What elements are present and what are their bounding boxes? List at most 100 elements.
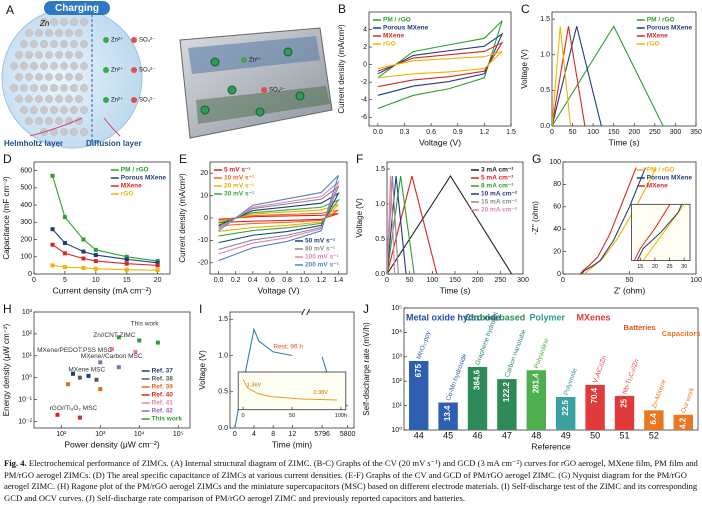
y-tick-label: -4: [361, 97, 367, 104]
legend-label: 15 mA cm⁻²: [481, 199, 518, 206]
data-point: [155, 340, 160, 345]
x-tick-label: 250: [649, 129, 661, 136]
device-sphere: [255, 107, 265, 117]
electrode-dot: [45, 117, 53, 125]
electrode-dot: [50, 40, 58, 48]
y-tick-label: 20: [200, 170, 208, 177]
x-tick-label: 10³: [95, 431, 106, 438]
group-label: MXenes: [577, 312, 611, 322]
bar: [585, 384, 605, 430]
y-tick-label: 1.5: [375, 166, 385, 173]
electrode-dot: [25, 51, 33, 59]
legend-label: rGO: [383, 41, 396, 48]
data-point: [81, 249, 86, 254]
y-tick-label: 0.0: [540, 123, 550, 130]
bar: [644, 410, 664, 430]
electrode-dot: [45, 95, 53, 103]
series-line: [52, 244, 158, 266]
electrode-dot: [35, 51, 43, 59]
data-point: [93, 247, 98, 252]
data-point: [133, 349, 138, 354]
x-axis-label: Reference: [531, 441, 570, 451]
series-line: [387, 175, 396, 274]
series-line: [218, 185, 340, 250]
x-tick-label: 49: [561, 430, 571, 440]
device-sphere: [210, 57, 220, 67]
electrode-dot: [45, 51, 53, 59]
x-tick-label: 30: [681, 264, 687, 270]
panel-letter: I: [199, 302, 202, 316]
data-point: [155, 263, 160, 268]
ion-ball: [241, 57, 247, 63]
legend-label: 80 mV s⁻¹: [305, 246, 335, 253]
series-line: [52, 228, 158, 264]
x-tick-label: 1.5: [506, 129, 516, 136]
data-point: [66, 382, 71, 387]
panel-letter: A: [6, 3, 14, 17]
electrode-dot: [65, 51, 73, 59]
ion-ball: [103, 37, 109, 43]
x-tick-label: 100: [690, 277, 702, 284]
x-tick-label: 0: [561, 277, 565, 284]
electrode-dot: [60, 18, 68, 26]
y-tick-label: -10: [198, 237, 208, 244]
legend-label: MXene: [383, 33, 404, 40]
legend-label: rGO: [647, 41, 660, 48]
annotation: MXene//Carbon MSC: [81, 353, 143, 360]
bar: [467, 366, 488, 430]
x-tick-label: 44: [414, 430, 424, 440]
legend-label: PM / rGO: [647, 17, 675, 24]
electrode-dot: [70, 106, 78, 114]
bar: [438, 402, 458, 430]
data-point: [124, 267, 129, 272]
electrode-dot: [10, 84, 18, 92]
legend-label: MXene: [647, 33, 668, 40]
bar: [673, 414, 694, 430]
x-tick-label: 46: [472, 430, 482, 440]
x-tick-label: 200: [472, 277, 484, 284]
x-axis-label: Current density (mA cm⁻²): [53, 285, 152, 295]
legend-label: 50 mV s⁻¹: [305, 238, 335, 245]
x-tick-label: 10: [92, 277, 100, 284]
electrode-dot: [45, 29, 53, 37]
x-tick-label: 100: [426, 277, 438, 284]
x-axis-label: Time (s): [440, 285, 471, 295]
annotation: 0.98V: [314, 390, 329, 396]
electrode-dot: [70, 62, 78, 70]
electrode-dot: [50, 18, 58, 26]
x-tick-label: 0: [242, 413, 245, 419]
figure: Charging A Zn Helmholtz layer Diffusion …: [1, 1, 702, 451]
plot-frame: [33, 161, 171, 275]
data-point: [81, 256, 86, 261]
electrode-dot: [60, 62, 68, 70]
group-label: Polymer: [529, 312, 565, 322]
electrode-dot: [50, 106, 58, 114]
electrode-dot: [55, 95, 63, 103]
y-tick-label: 10⁻²: [18, 418, 32, 425]
y-tick-label: -6: [361, 114, 367, 121]
data-point: [62, 240, 67, 245]
y-tick-label: 1.5: [540, 16, 550, 23]
x-tick-label: 5800: [340, 431, 356, 438]
y-axis-label: Current density (mA/cm²): [337, 24, 346, 114]
title-pill: [44, 1, 110, 15]
series-line: [218, 209, 339, 227]
bar-value-label: 6.4: [649, 413, 658, 425]
data-point: [50, 227, 55, 232]
ion-label: SO₄²⁻: [139, 68, 155, 74]
series-line: [552, 26, 586, 126]
x-tick-label: 0: [550, 129, 554, 136]
x-tick-label: 51: [619, 430, 629, 440]
series-line: [218, 198, 341, 237]
x-tick-label: 47: [502, 430, 512, 440]
data-point: [55, 412, 60, 417]
data-point: [124, 254, 129, 259]
y-axis-label: -Z'' (ohm): [531, 201, 540, 235]
electrode-dot: [80, 106, 88, 114]
data-point: [77, 375, 82, 380]
series-line: [377, 50, 503, 79]
device-sphere: [200, 105, 210, 115]
x-tick-label: 15: [637, 264, 643, 270]
x-tick-label: 12: [288, 431, 296, 438]
bar-value-label: 384.6: [473, 369, 482, 390]
